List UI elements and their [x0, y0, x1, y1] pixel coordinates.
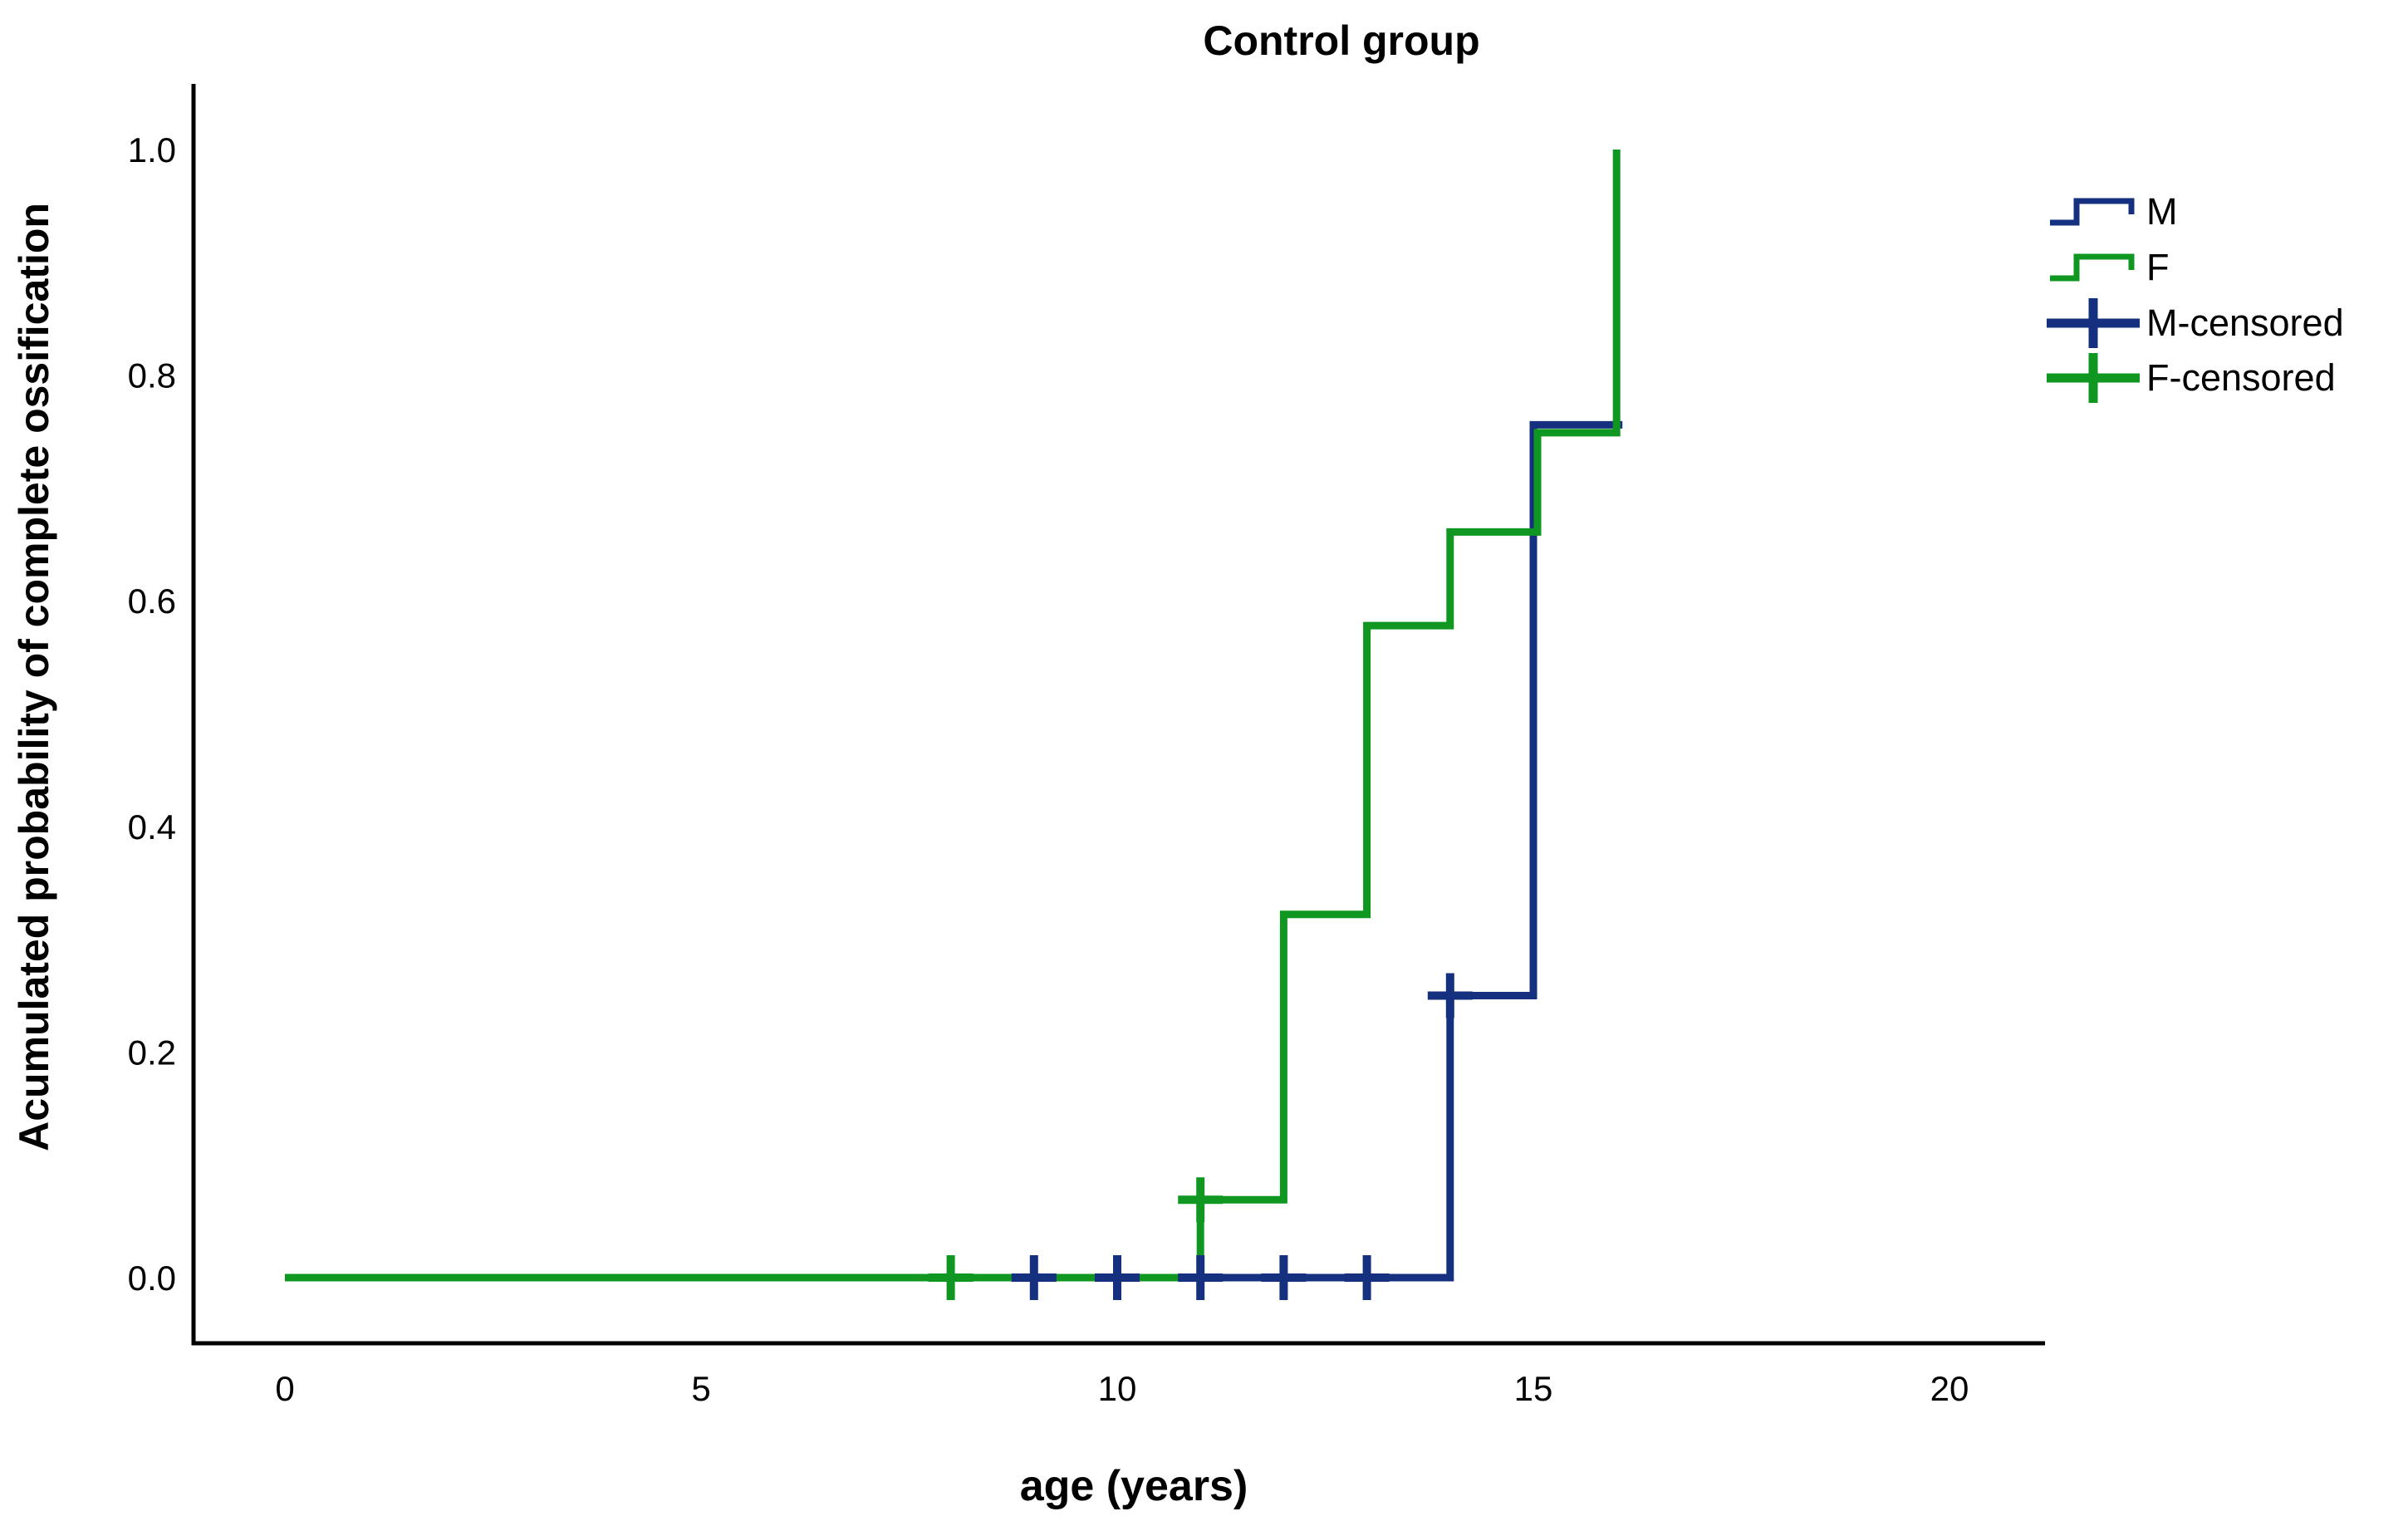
x-tick-label-20: 20 [1930, 1369, 1969, 1408]
y-tick-label-0.2: 0.2 [128, 1033, 176, 1072]
curve-f [285, 150, 1621, 1282]
y-tick-label-0.4: 0.4 [128, 807, 176, 846]
x-tick-label-5: 5 [691, 1369, 710, 1408]
y-tick-label-0.0: 0.0 [128, 1259, 176, 1298]
y-tick-label-0.6: 0.6 [128, 581, 176, 621]
censor-mark-f [928, 1255, 973, 1300]
curve-m [285, 420, 1623, 1282]
legend-item-f-censored: F-censored [2047, 353, 2336, 403]
x-tick-labels: 0 5 10 15 20 [275, 1369, 1969, 1408]
legend-label-f-censored: F-censored [2146, 356, 2336, 399]
x-tick-label-15: 15 [1514, 1369, 1553, 1408]
legend-label-m-censored: M-censored [2146, 302, 2344, 344]
legend-label-m: M [2146, 190, 2178, 233]
y-tick-labels: 0.0 0.2 0.4 0.6 0.8 1.0 [128, 130, 176, 1298]
y-tick-label-0.8: 0.8 [128, 356, 176, 395]
censor-mark-m [1261, 1255, 1307, 1300]
censor-mark-f [1178, 1177, 1224, 1223]
legend-label-f: F [2146, 246, 2170, 288]
chart-title: Control group [1203, 17, 1479, 64]
legend-item-m-censored: M-censored [2047, 298, 2344, 348]
axis-frame [191, 84, 2045, 1346]
legend-step-line-icon [2050, 253, 2135, 282]
censor-mark-m [1427, 973, 1473, 1018]
legend-step-line-icon [2050, 198, 2135, 226]
y-tick-label-1.0: 1.0 [128, 130, 176, 169]
x-tick-label-0: 0 [275, 1369, 294, 1408]
legend-item-m: M [2050, 190, 2178, 233]
censored-marks [928, 973, 1473, 1300]
x-axis-label: age (years) [1020, 1462, 1248, 1510]
legend: MF M-censored F-censored [2047, 190, 2344, 403]
censor-mark-m [1344, 1255, 1390, 1300]
y-axis-label: Acumulated probability of complete ossif… [11, 203, 57, 1151]
legend-item-f: F [2050, 246, 2170, 288]
x-tick-label-10: 10 [1098, 1369, 1137, 1408]
censor-mark-m [1095, 1255, 1140, 1300]
censor-mark-m [1178, 1255, 1224, 1300]
survival-curves [285, 150, 1623, 1282]
censor-mark-m [1011, 1255, 1057, 1300]
